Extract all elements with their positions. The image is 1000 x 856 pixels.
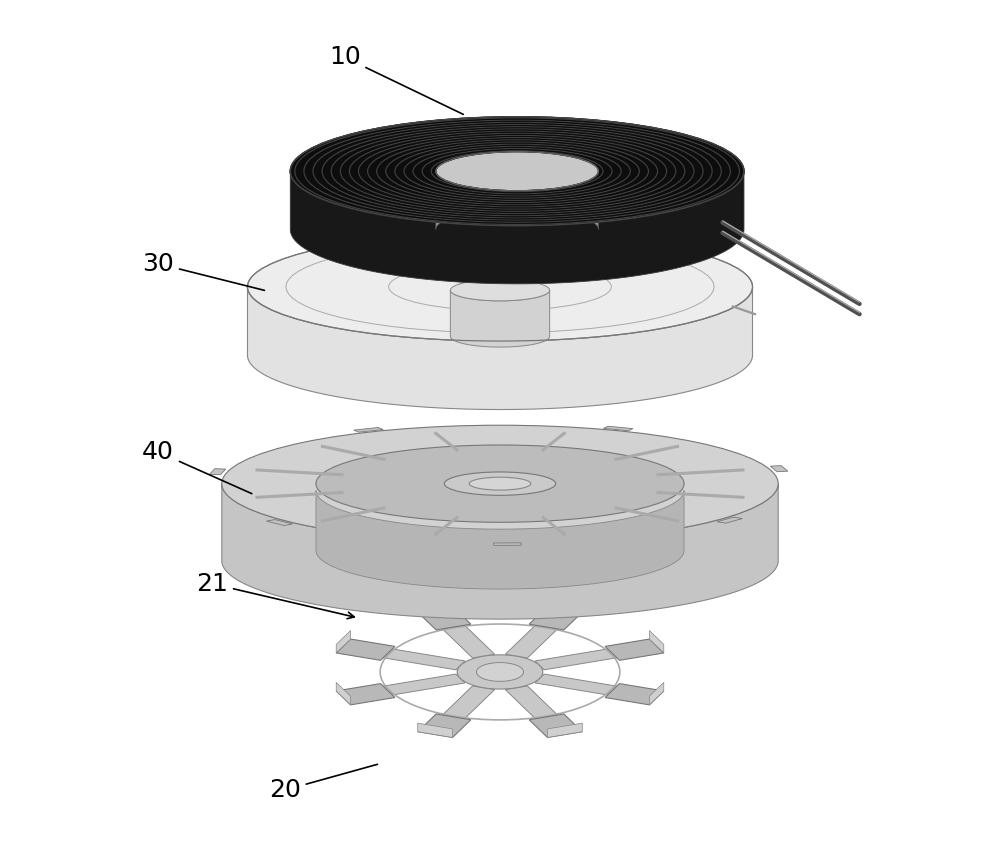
Polygon shape [418, 723, 453, 738]
Polygon shape [529, 714, 582, 738]
Polygon shape [433, 616, 495, 658]
Ellipse shape [222, 425, 778, 542]
Ellipse shape [316, 445, 684, 522]
Polygon shape [604, 426, 633, 431]
Polygon shape [649, 631, 664, 653]
Polygon shape [354, 427, 383, 432]
Polygon shape [290, 171, 744, 284]
Ellipse shape [476, 663, 524, 681]
Polygon shape [605, 639, 664, 660]
Text: 40: 40 [142, 440, 252, 494]
Polygon shape [505, 686, 567, 728]
Polygon shape [361, 674, 465, 698]
Polygon shape [717, 517, 742, 523]
Ellipse shape [469, 477, 531, 490]
Polygon shape [418, 606, 471, 630]
Text: 20: 20 [269, 764, 377, 802]
Polygon shape [266, 520, 293, 526]
Polygon shape [547, 597, 582, 612]
Polygon shape [605, 684, 664, 704]
Polygon shape [529, 606, 582, 630]
Polygon shape [535, 645, 639, 670]
Ellipse shape [436, 152, 598, 191]
Polygon shape [450, 290, 550, 347]
Polygon shape [433, 686, 495, 728]
Polygon shape [494, 543, 521, 545]
Polygon shape [418, 714, 471, 738]
Polygon shape [535, 674, 639, 698]
Text: 21: 21 [196, 572, 354, 619]
Ellipse shape [450, 280, 550, 300]
Ellipse shape [457, 655, 543, 689]
Ellipse shape [444, 472, 556, 496]
Polygon shape [336, 639, 395, 660]
Text: 10: 10 [329, 45, 463, 115]
Polygon shape [418, 597, 453, 612]
Polygon shape [209, 468, 226, 475]
Polygon shape [436, 152, 598, 229]
Polygon shape [547, 723, 582, 738]
Polygon shape [336, 631, 351, 653]
Polygon shape [336, 682, 351, 704]
Polygon shape [505, 616, 567, 658]
Polygon shape [361, 645, 465, 670]
Polygon shape [770, 466, 788, 472]
Polygon shape [247, 287, 753, 409]
Ellipse shape [290, 116, 744, 226]
Polygon shape [222, 484, 778, 619]
Ellipse shape [247, 233, 753, 341]
Text: 30: 30 [142, 252, 264, 290]
Polygon shape [649, 682, 664, 704]
Polygon shape [336, 684, 395, 704]
Polygon shape [316, 490, 684, 589]
